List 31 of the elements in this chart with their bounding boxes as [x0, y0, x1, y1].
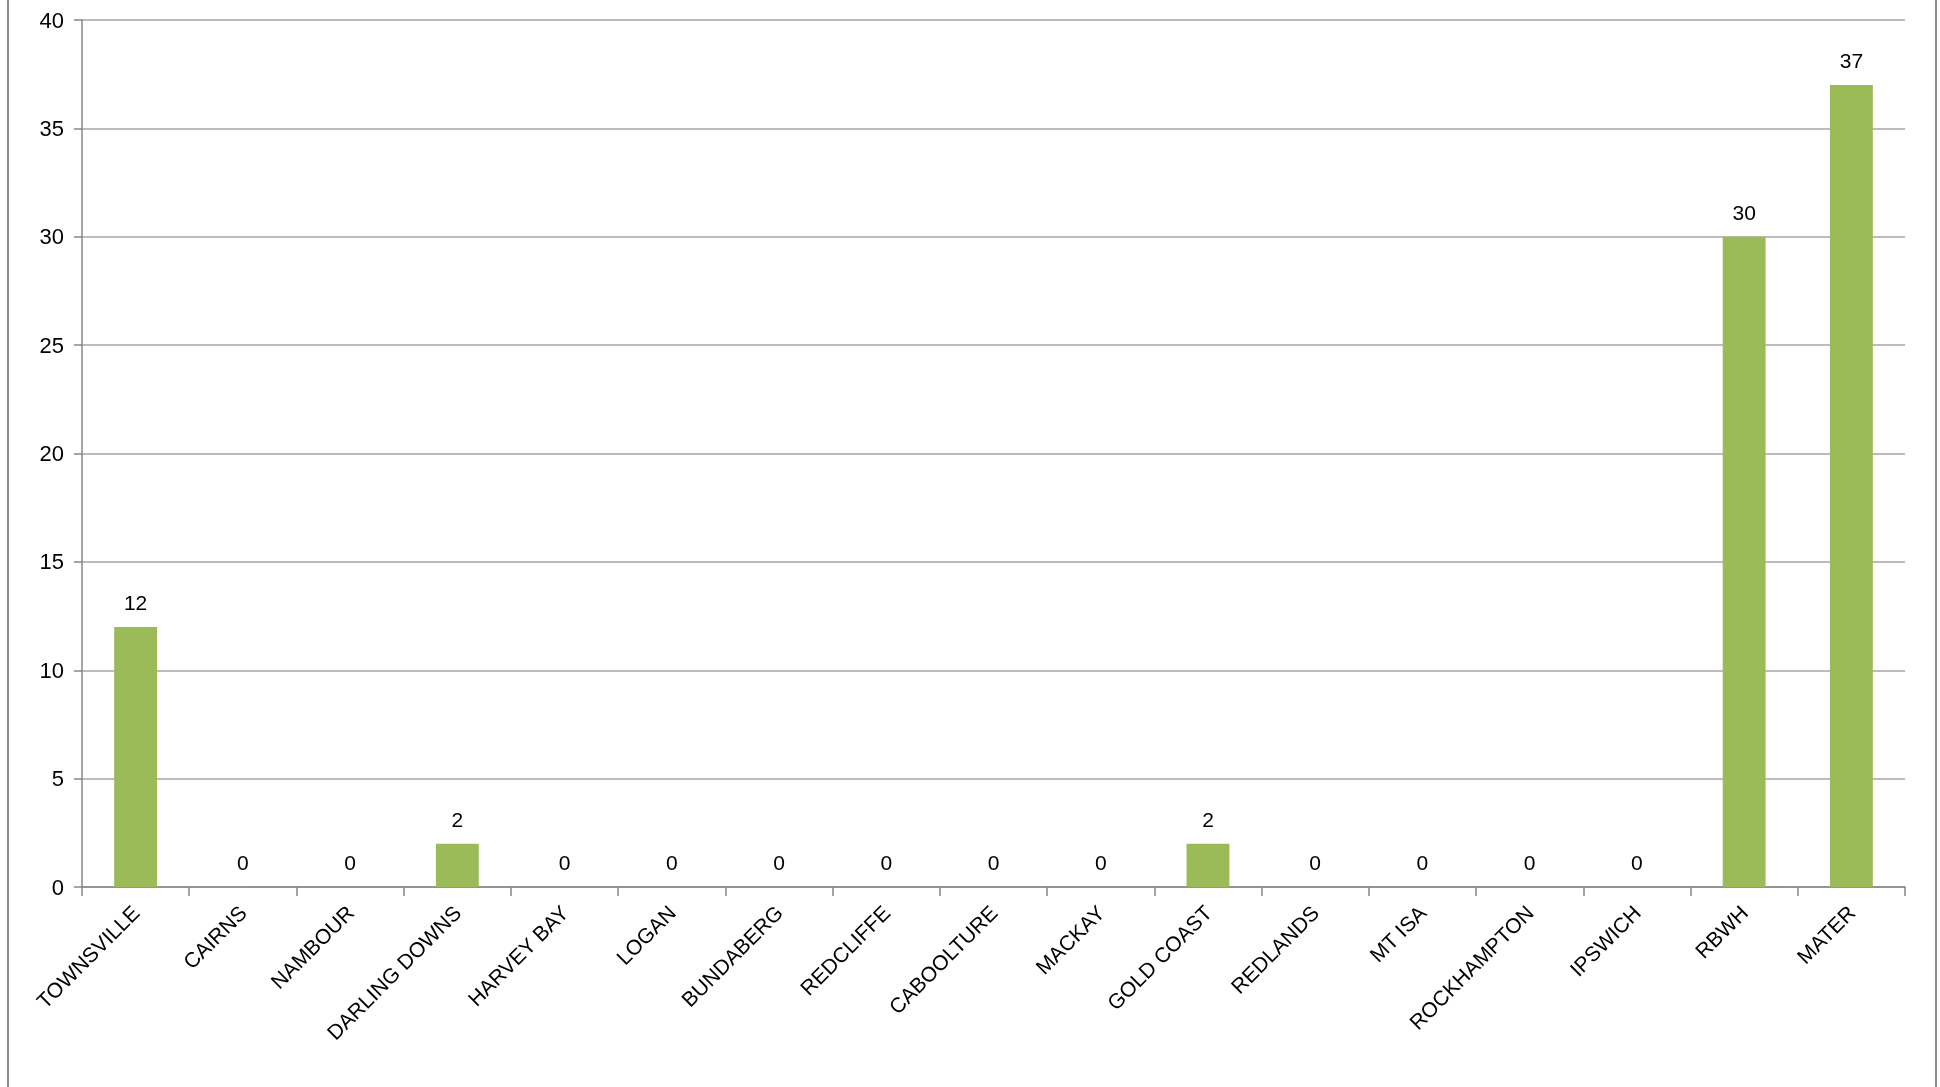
data-label: 2 [1202, 807, 1214, 831]
y-tick-label: 0 [51, 874, 64, 900]
data-label: 0 [344, 851, 356, 874]
bar [1722, 236, 1766, 887]
bar [1829, 85, 1873, 887]
y-tick-label: 25 [39, 332, 64, 358]
y-tick-label: 30 [39, 224, 64, 250]
data-label: 37 [1839, 49, 1864, 73]
bar [114, 626, 158, 887]
data-label: 0 [1309, 851, 1322, 874]
data-label: 0 [558, 851, 571, 874]
data-label: 12 [123, 590, 148, 614]
y-tick-label: 40 [39, 7, 64, 33]
data-label: 0 [880, 851, 893, 874]
y-tick-label: 20 [39, 441, 64, 466]
data-label: 30 [1732, 200, 1756, 224]
data-label: 0 [665, 851, 678, 874]
data-label: 0 [1523, 851, 1536, 874]
y-tick-label: 5 [51, 766, 64, 792]
data-label: 0 [237, 851, 249, 874]
data-label: 2 [451, 807, 464, 831]
data-label: 0 [1094, 851, 1107, 874]
y-tick-label: 15 [39, 549, 64, 575]
data-label: 0 [1416, 851, 1429, 874]
data-label: 0 [773, 851, 785, 874]
data-label: 0 [987, 851, 1000, 874]
data-label: 0 [1631, 851, 1643, 874]
y-tick-label: 35 [39, 115, 64, 141]
y-tick-label: 10 [39, 657, 64, 683]
bar [435, 843, 479, 887]
bar [1186, 843, 1230, 887]
